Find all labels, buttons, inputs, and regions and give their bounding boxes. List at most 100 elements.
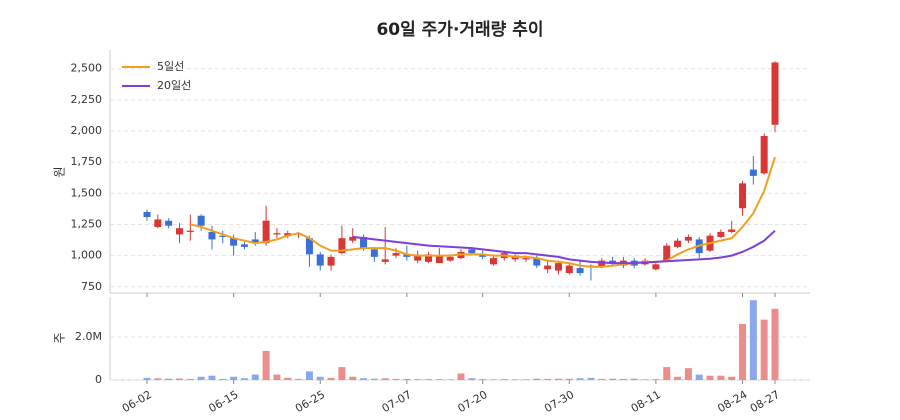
volume-bar bbox=[208, 375, 216, 380]
candle-body bbox=[186, 230, 194, 232]
candle-body bbox=[316, 254, 324, 266]
ma-line bbox=[352, 229, 776, 265]
candle-body bbox=[425, 254, 433, 262]
candle-body bbox=[262, 220, 270, 244]
volume-bar bbox=[500, 379, 508, 380]
candle-body bbox=[305, 238, 313, 255]
volume-bar bbox=[717, 375, 725, 380]
ma-line bbox=[190, 156, 776, 268]
volume-bar bbox=[576, 378, 584, 380]
candle-body bbox=[652, 264, 660, 270]
volume-bar bbox=[143, 377, 151, 380]
volume-bar bbox=[522, 379, 530, 380]
volume-bar bbox=[511, 379, 519, 380]
volume-bar bbox=[489, 379, 497, 380]
y-tick-label: 0 bbox=[95, 373, 102, 386]
volume-bar bbox=[619, 378, 627, 380]
volume-bar bbox=[154, 378, 162, 380]
candle-body bbox=[565, 265, 573, 274]
x-tick-label: 06-25 bbox=[293, 388, 327, 415]
volume-bar bbox=[468, 378, 476, 380]
volume-bar bbox=[414, 379, 422, 380]
volume-bar bbox=[273, 374, 281, 380]
legend-label: 20일선 bbox=[157, 78, 191, 92]
volume-bar bbox=[425, 379, 433, 380]
y-tick-label: 750 bbox=[81, 280, 102, 293]
candle-body bbox=[327, 256, 335, 266]
volume-bar bbox=[728, 376, 736, 380]
candle-body bbox=[609, 260, 617, 264]
x-tick-label: 08-11 bbox=[629, 388, 663, 415]
volume-bar bbox=[186, 378, 194, 380]
candle-body bbox=[154, 219, 162, 227]
candle-body bbox=[446, 256, 454, 261]
volume-bar bbox=[674, 376, 682, 380]
volume-bar bbox=[652, 379, 660, 380]
candle-body bbox=[251, 239, 259, 244]
volume-bar bbox=[749, 300, 757, 380]
candle-body bbox=[598, 260, 606, 267]
volume-bar bbox=[598, 378, 606, 380]
volume-bar bbox=[338, 367, 346, 380]
y-tick-label: 2.0M bbox=[75, 330, 102, 343]
candle-body bbox=[771, 62, 779, 125]
candle-body bbox=[544, 265, 552, 270]
candle-body bbox=[749, 169, 757, 176]
y-tick-label: 2,250 bbox=[71, 93, 103, 106]
volume-bar bbox=[240, 378, 248, 380]
candle-body bbox=[360, 236, 368, 249]
candle-body bbox=[143, 212, 151, 217]
y-axis-label: 주 bbox=[53, 332, 67, 343]
candle-body bbox=[576, 268, 584, 274]
candle-body bbox=[663, 245, 671, 261]
candle-body bbox=[760, 135, 768, 174]
x-tick-label: 07-30 bbox=[542, 388, 576, 415]
candle-body bbox=[728, 229, 736, 232]
volume-bar bbox=[479, 379, 487, 380]
candle-body bbox=[533, 258, 541, 266]
candle-body bbox=[197, 215, 205, 226]
x-tick-label: 08-27 bbox=[748, 388, 782, 415]
candle-body bbox=[338, 238, 346, 254]
chart-title: 60일 주가·거래량 추이 bbox=[376, 20, 543, 40]
volume-bar bbox=[771, 308, 779, 380]
volume-bar bbox=[262, 350, 270, 380]
y-tick-label: 1,750 bbox=[71, 155, 103, 168]
candle-body bbox=[674, 240, 682, 247]
volume-bar bbox=[392, 378, 400, 380]
y-tick-label: 1,250 bbox=[71, 217, 103, 230]
x-tick-label: 08-24 bbox=[715, 388, 749, 415]
y-tick-label: 1,500 bbox=[71, 186, 103, 199]
legend-label: 5일선 bbox=[157, 59, 184, 73]
candle-body bbox=[230, 238, 238, 246]
volume-bar bbox=[165, 378, 173, 380]
volume-bar bbox=[684, 368, 692, 380]
volume-bar bbox=[641, 379, 649, 380]
candle-body bbox=[284, 233, 292, 236]
volume-bar bbox=[360, 378, 368, 380]
candle-body bbox=[219, 235, 227, 237]
volume-bar bbox=[457, 373, 465, 380]
candle-body bbox=[208, 231, 216, 240]
x-tick-label: 06-02 bbox=[120, 388, 154, 415]
volume-bar bbox=[295, 378, 303, 380]
y-axis-label: 원 bbox=[53, 166, 67, 177]
volume-bar bbox=[663, 367, 671, 380]
volume-bar bbox=[316, 376, 324, 380]
volume-bar bbox=[695, 374, 703, 380]
volume-bar bbox=[544, 378, 552, 380]
candle-body bbox=[370, 249, 378, 257]
y-tick-label: 2,500 bbox=[71, 62, 103, 75]
volume-bar bbox=[706, 375, 714, 380]
volume-bar bbox=[533, 378, 541, 380]
y-tick-label: 2,000 bbox=[71, 124, 103, 137]
volume-bar bbox=[403, 378, 411, 380]
candle-body bbox=[240, 244, 248, 247]
candle-body bbox=[739, 183, 747, 209]
volume-bar bbox=[381, 378, 389, 380]
y-tick-label: 1,000 bbox=[71, 249, 103, 262]
x-tick-label: 06-15 bbox=[206, 388, 240, 415]
candle-body bbox=[381, 259, 389, 262]
volume-bar bbox=[349, 376, 357, 380]
